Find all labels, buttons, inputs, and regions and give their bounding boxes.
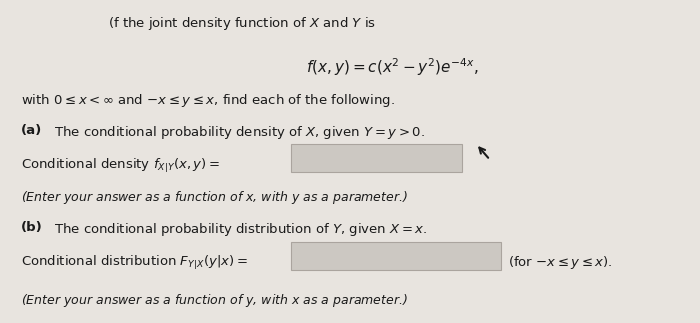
Text: (a): (a) xyxy=(21,124,42,137)
Text: (b): (b) xyxy=(21,221,43,234)
Text: The conditional probability density of $X$, given $Y = y > 0$.: The conditional probability density of $… xyxy=(50,124,425,141)
Text: Conditional density $f_{X|Y}(x, y) =$: Conditional density $f_{X|Y}(x, y) =$ xyxy=(21,157,221,175)
Text: (f the joint density function of $X$ and $Y$ is: (f the joint density function of $X$ and… xyxy=(108,15,377,32)
Text: with $0 \leq x < \infty$ and $-x \leq y \leq x$, find each of the following.: with $0 \leq x < \infty$ and $-x \leq y … xyxy=(21,92,395,109)
FancyBboxPatch shape xyxy=(290,242,500,270)
Text: Conditional distribution $F_{Y|X}(y|x) =$: Conditional distribution $F_{Y|X}(y|x) =… xyxy=(21,254,248,272)
Text: $f(x, y) = c(x^2 - y^2)e^{-4x},$: $f(x, y) = c(x^2 - y^2)e^{-4x},$ xyxy=(306,57,478,78)
FancyBboxPatch shape xyxy=(290,144,462,172)
Text: (Enter your answer as a function of $x$, with $y$ as a parameter.): (Enter your answer as a function of $x$,… xyxy=(21,189,408,206)
Text: (Enter your answer as a function of $y$, with $x$ as a parameter.): (Enter your answer as a function of $y$,… xyxy=(21,292,408,309)
Text: The conditional probability distribution of $Y$, given $X = x$.: The conditional probability distribution… xyxy=(50,221,427,238)
Text: (for $-x \leq y \leq x$).: (for $-x \leq y \leq x$). xyxy=(508,254,612,271)
